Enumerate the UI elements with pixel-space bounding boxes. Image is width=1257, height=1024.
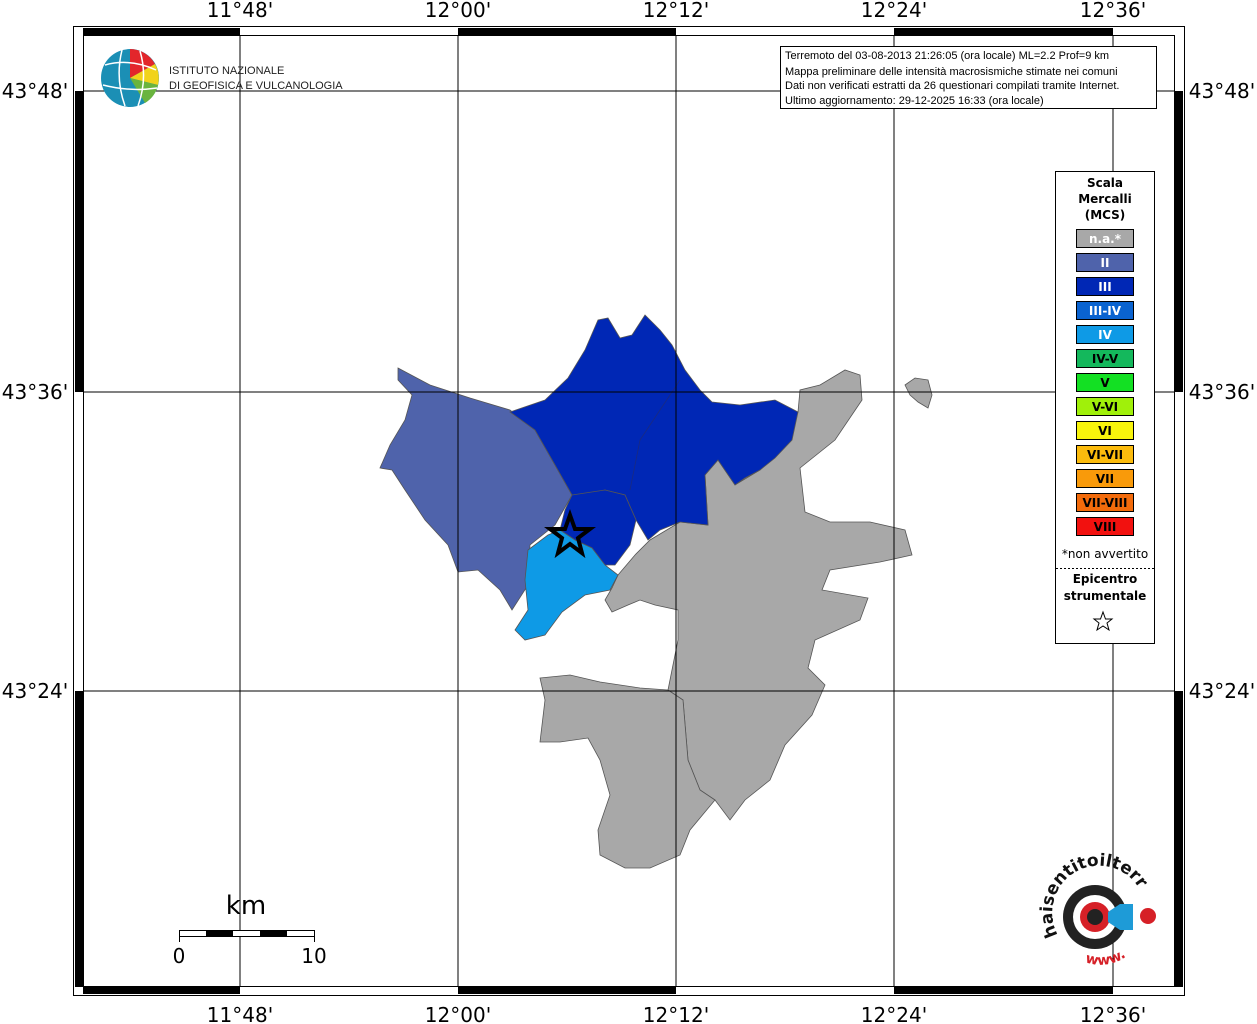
info-line: Terremoto del 03-08-2013 21:26:05 (ora l… <box>785 50 1109 62</box>
legend-star <box>1092 610 1114 632</box>
logo-text: ISTITUTO NAZIONALE <box>169 65 284 77</box>
legend-swatch <box>1076 517 1134 536</box>
lon-label: 12°36' <box>1080 1003 1146 1024</box>
legend-swatch <box>1076 373 1134 392</box>
legend-epicenter: strumentale <box>1064 589 1147 603</box>
legend-label: V <box>1100 376 1110 390</box>
legend-swatch <box>1076 493 1134 512</box>
legend-label: IV-V <box>1092 352 1119 366</box>
region-iii <box>559 489 637 566</box>
lon-label: 12°36' <box>1080 0 1146 22</box>
info-line: Mappa preliminare delle intensità macros… <box>785 66 1118 78</box>
lat-label: 43°36' <box>2 380 68 404</box>
lat-label: 43°48' <box>1189 79 1255 103</box>
legend-swatch <box>1076 253 1134 272</box>
lat-label: 43°48' <box>2 79 68 103</box>
lon-label: 12°00' <box>425 0 491 22</box>
lon-label: 12°24' <box>861 0 927 22</box>
legend-title: Scala <box>1087 176 1123 190</box>
info-line: Dati non verificati estratti da 26 quest… <box>785 80 1119 92</box>
legend-label: III-IV <box>1089 304 1122 318</box>
legend-note: *non avvertito <box>1062 547 1148 561</box>
info-box <box>780 46 1157 109</box>
legend-label: III <box>1098 280 1111 294</box>
legend-label: VIII <box>1094 520 1117 534</box>
regions <box>379 314 933 869</box>
region-na <box>539 674 716 869</box>
legend-label: n.a.* <box>1089 232 1122 246</box>
legend-swatch <box>1076 397 1134 416</box>
lon-label: 12°12' <box>643 0 709 22</box>
legend-label: VI <box>1098 424 1112 438</box>
legend-label: IV <box>1098 328 1112 342</box>
legend-label: VII-VIII <box>1082 496 1127 510</box>
scale-label: 0 <box>173 944 186 968</box>
region-iv <box>514 529 619 641</box>
legend-swatch <box>1076 421 1134 440</box>
lat-label: 43°24' <box>2 679 68 703</box>
info-lines: Terremoto del 03-08-2013 21:26:05 (ora l… <box>785 50 1119 107</box>
info-line: Ultimo aggiornamento: 29-12-2025 16:33 (… <box>785 95 1044 107</box>
legend: Scala Mercalli (MCS) *non avvertito Epic… <box>1056 176 1154 632</box>
lon-label: 12°00' <box>425 1003 491 1024</box>
boundary <box>629 379 681 491</box>
frame-bars <box>75 28 1183 994</box>
scale-unit: km <box>226 891 266 921</box>
scale-bar: km 0 10 <box>173 891 327 968</box>
region-na <box>904 377 933 409</box>
legend-swatch <box>1076 229 1134 248</box>
legend-swatch <box>1076 301 1134 320</box>
logo-text: DI GEOFISICA E VULCANOLOGIA <box>169 80 343 92</box>
lon-label: 12°24' <box>861 1003 927 1024</box>
legend-title: (MCS) <box>1085 208 1126 222</box>
legend-swatch <box>1076 277 1134 296</box>
scale-label: 10 <box>301 944 326 968</box>
legend-swatch <box>1076 325 1134 344</box>
legend-label: VI-VII <box>1087 448 1123 462</box>
legend-swatch <box>1076 349 1134 368</box>
lon-label: 12°12' <box>643 1003 709 1024</box>
ingv-logo: ISTITUTO NAZIONALE DI GEOFISICA E VULCAN… <box>101 49 343 107</box>
lon-label: 11°48' <box>207 0 273 22</box>
lon-label: 11°48' <box>207 1003 273 1024</box>
legend-label: VII <box>1096 472 1114 486</box>
legend-title: Mercalli <box>1078 192 1132 206</box>
legend-swatch <box>1076 445 1134 464</box>
epicenter <box>544 509 596 559</box>
legend-label: II <box>1101 256 1110 270</box>
legend-epicenter: Epicentro <box>1073 572 1138 586</box>
legend-swatch <box>1076 469 1134 488</box>
lat-label: 43°24' <box>1189 679 1255 703</box>
lat-label: 43°36' <box>1189 380 1255 404</box>
legend-label: V-VI <box>1092 400 1118 414</box>
inner-frame <box>83 35 1175 987</box>
